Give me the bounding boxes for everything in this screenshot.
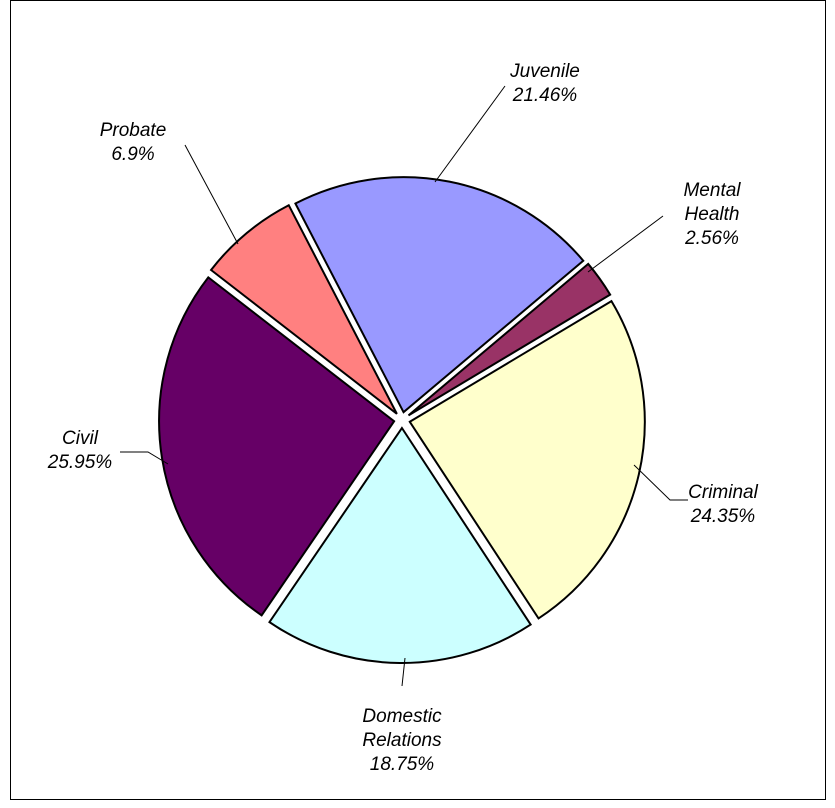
label-name-line: Domestic — [362, 706, 442, 727]
leader-lines-layer — [120, 85, 688, 687]
pie-slice-civil — [158, 275, 396, 617]
data-labels-layer: Juvenile 21.46% Mental Health 2.56% Criminal 2… — [47, 61, 759, 775]
slices-layer — [158, 176, 646, 664]
pie-slice-criminal — [408, 299, 646, 620]
data-label-civil: Civil 25.95% — [47, 428, 113, 473]
label-percent: 2.56% — [684, 228, 739, 249]
label-name-line: Civil — [62, 428, 99, 449]
label-name-line: Mental — [683, 180, 741, 201]
leader-line-domestic-relations — [401, 657, 406, 687]
pie-slice-probate — [209, 203, 398, 415]
data-label-juvenile: Juvenile 21.46% — [509, 61, 580, 106]
leader-line-civil — [120, 451, 169, 465]
data-label-domestic-relations: Domestic Relations 18.75% — [362, 706, 442, 775]
data-label-mental-health: Mental Health 2.56% — [683, 180, 741, 249]
label-name-line: Juvenile — [509, 61, 580, 82]
label-name-line: Health — [685, 204, 740, 225]
data-label-probate: Probate 6.9% — [100, 120, 167, 165]
label-percent: 18.75% — [370, 754, 435, 775]
pie-slice-domestic-relations — [268, 426, 533, 664]
leader-line-mental-health — [587, 215, 664, 273]
label-percent: 24.35% — [690, 506, 756, 527]
label-name-line: Criminal — [688, 482, 758, 503]
label-percent: 6.9% — [111, 144, 154, 165]
leader-line-criminal — [633, 464, 688, 501]
pie-slice-juvenile — [294, 176, 585, 414]
label-percent: 25.95% — [47, 452, 113, 473]
leader-line-juvenile — [434, 85, 506, 183]
label-name-line: Relations — [362, 730, 442, 751]
leader-line-probate — [184, 144, 239, 245]
data-label-criminal: Criminal 24.35% — [688, 482, 758, 527]
label-percent: 21.46% — [512, 85, 578, 106]
pie-slice-mental-health — [407, 262, 612, 417]
label-name-line: Probate — [100, 120, 167, 141]
